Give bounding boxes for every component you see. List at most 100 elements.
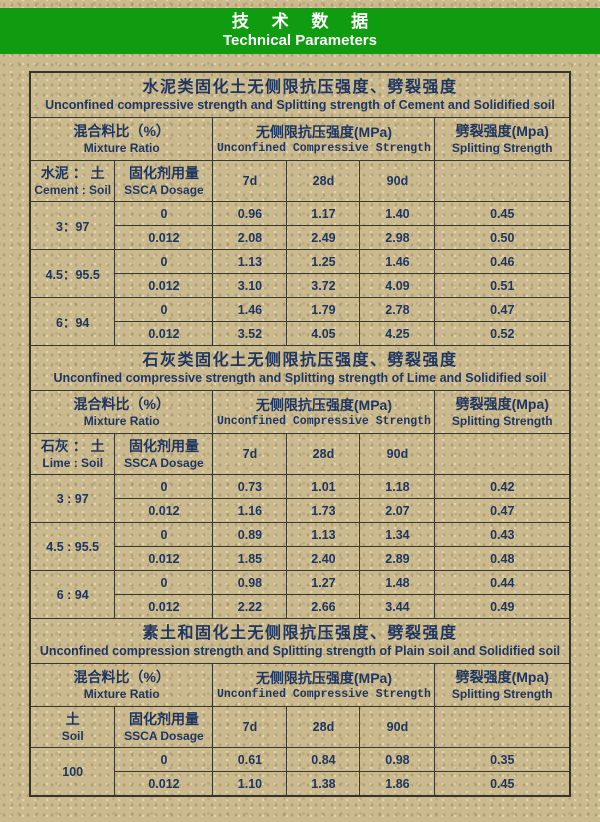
table-row: 石灰 ： 土 Lime : Soil 固化剂用量 SSCA Dosage 7d 28d 90… [29,433,571,475]
dosage-value: 0.012 [114,771,214,797]
age-header-28d: 28d [286,160,361,202]
section-title-zh: 石灰类固化土无侧限抗压强度、劈裂强度 [142,351,458,369]
col-header-splitting-strength: 劈裂强度(Mpa) Splitting Strength [434,117,571,161]
table-row: 0.012 2.08 2.49 2.98 0.50 [30,225,571,250]
ratio-header-en: Soil [61,729,84,744]
dosage-value: 0 [114,474,214,499]
splitting-value: 0.46 [434,249,571,274]
age-header-28d: 28d [286,706,361,748]
strength-value: 2.66 [286,594,361,619]
strength-value: 1.10 [212,771,288,797]
dosage-value: 0 [114,522,214,547]
table-row: 素土和固化土无侧限抗压强度、劈裂强度 Unconfined compression… [29,618,571,664]
mixture-ratio-label-zh: 混合料比（%） [73,669,170,686]
strength-value: 1.17 [286,201,361,226]
unconfined-strength-label-en: Unconfined Compressive Strength [216,141,431,155]
table-row: 混合料比（%） Mixture Ratio 无侧限抗压强度(MPa) Unconfin… [29,390,571,434]
table-row: 0.012 1.16 1.73 2.07 0.47 [30,498,571,523]
splitting-value: 0.43 [434,522,571,547]
table-row: 100 0 0.61 0.84 0.98 0.35 [29,747,571,797]
strength-value: 1.16 [212,498,288,523]
dosage-value: 0.012 [114,321,214,346]
table-row: 0.012 3.52 4.05 4.25 0.52 [30,321,571,346]
unconfined-strength-label-en: Unconfined Compressive Strength [216,687,431,701]
strength-value: 2.49 [286,225,361,250]
col-header-unconfined-strength: 无侧限抗压强度(MPa) Unconfined Compressive Stren… [212,663,436,707]
strength-value: 2.89 [359,546,436,571]
age-header-90d: 90d [359,433,436,475]
strength-value: 1.34 [359,522,436,547]
splitting-value: 0.50 [434,225,571,250]
banner-title-zh: 技 术 数 据 [231,11,378,31]
section-title-zh: 素土和固化土无侧限抗压强度、劈裂强度 [142,624,458,642]
ratio-value: 3：97 [29,201,116,250]
strength-value: 1.13 [212,249,288,274]
empty-header-cell [434,433,571,475]
mixture-ratio-label-zh: 混合料比（%） [73,396,170,413]
splitting-value: 0.48 [434,546,571,571]
splitting-value: 0.35 [434,747,571,772]
strength-value: 0.98 [212,570,288,595]
banner-title-en: Technical Parameters [223,32,377,50]
col-header-splitting-strength: 劈裂强度(Mpa) Splitting Strength [434,663,571,707]
strength-value: 1.13 [286,522,361,547]
dosage-header-zh: 固化剂用量 [128,165,199,182]
splitting-value: 0.47 [434,297,571,322]
dosage-value: 0 [114,201,214,226]
strength-value: 2.07 [359,498,436,523]
strength-value: 1.73 [286,498,361,523]
strength-value: 0.89 [212,522,288,547]
col-header-mixture-ratio: 混合料比（%） Mixture Ratio [29,390,214,434]
strength-value: 0.98 [359,747,436,772]
age-header-28d: 28d [286,433,361,475]
table-row: 6：94 0 1.46 1.79 2.78 0.47 [29,297,571,346]
ratio-column-header: 土 Soil [29,706,116,748]
ratio-header-en: Lime : Soil [42,456,104,471]
splitting-value: 0.49 [434,594,571,619]
ratio-header-zh: 土 [65,711,80,728]
age-header-90d: 90d [359,160,436,202]
dosage-value: 0.012 [114,225,214,250]
strength-value: 3.72 [286,273,361,298]
table-row: 0.012 3.10 3.72 4.09 0.51 [30,273,571,298]
header-banner: 技 术 数 据 Technical Parameters [0,8,600,54]
mixture-ratio-label-en: Mixture Ratio [83,414,160,429]
strength-value: 1.38 [286,771,361,797]
table-row: 土 Soil 固化剂用量 SSCA Dosage 7d 28d 90d [29,706,571,748]
dosage-value: 0 [114,249,214,274]
strength-value: 1.85 [212,546,288,571]
splitting-strength-label-en: Splitting Strength [451,141,553,156]
dosage-header-zh: 固化剂用量 [128,711,199,728]
table-row: 混合料比（%） Mixture Ratio 无侧限抗压强度(MPa) Unconfin… [29,663,571,707]
dosage-header-en: SSCA Dosage [124,729,204,744]
ratio-value: 4.5 : 95.5 [29,522,116,571]
section-title-zh: 水泥类固化土无侧限抗压强度、劈裂强度 [142,78,458,96]
table-row: 混合料比（%） Mixture Ratio 无侧限抗压强度(MPa) Unconfin… [29,117,571,161]
empty-header-cell [434,160,571,202]
ratio-value: 6：94 [29,297,116,346]
strength-value: 0.61 [212,747,288,772]
dosage-value: 0 [114,297,214,322]
strength-value: 0.96 [212,201,288,226]
dosage-column-header: 固化剂用量 SSCA Dosage [114,706,214,748]
strength-value: 1.40 [359,201,436,226]
dosage-header-zh: 固化剂用量 [128,438,199,455]
splitting-strength-label-en: Splitting Strength [451,687,553,702]
dosage-header-en: SSCA Dosage [124,456,204,471]
strength-value: 3.44 [359,594,436,619]
col-header-splitting-strength: 劈裂强度(Mpa) Splitting Strength [434,390,571,434]
strength-value: 1.86 [359,771,436,797]
splitting-value: 0.44 [434,570,571,595]
unconfined-strength-label-zh: 无侧限抗压强度(MPa) [255,669,393,686]
empty-header-cell [434,706,571,748]
mixture-ratio-label-en: Mixture Ratio [83,687,160,702]
ratio-column-header: 水泥 ： 土 Cement : Soil [29,160,116,202]
strength-value: 1.25 [286,249,361,274]
mixture-ratio-label-en: Mixture Ratio [83,141,160,156]
col-header-unconfined-strength: 无侧限抗压强度(MPa) Unconfined Compressive Stren… [212,390,436,434]
section-title: 水泥类固化土无侧限抗压强度、劈裂强度 Unconfined compressive… [29,71,571,118]
splitting-value: 0.52 [434,321,571,346]
col-header-mixture-ratio: 混合料比（%） Mixture Ratio [29,117,214,161]
strength-value: 1.46 [212,297,288,322]
dosage-column-header: 固化剂用量 SSCA Dosage [114,160,214,202]
